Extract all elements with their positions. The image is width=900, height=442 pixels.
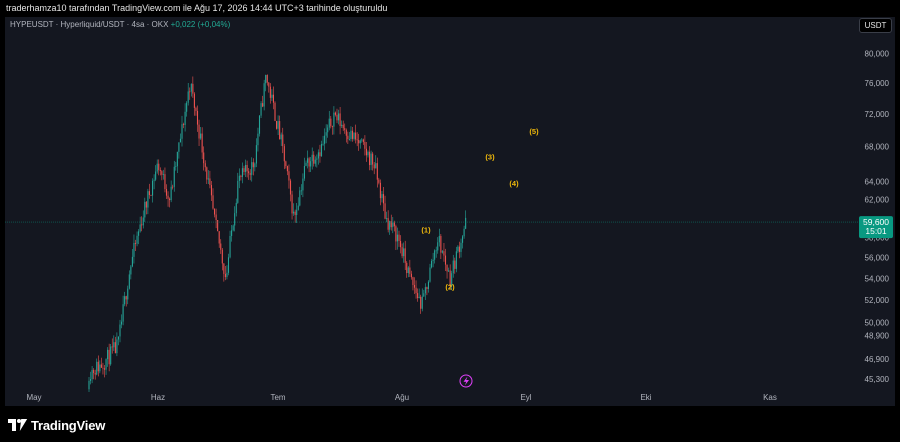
- chart-area[interactable]: [5, 17, 895, 406]
- tradingview-logo-icon: [8, 419, 28, 431]
- symbol-name: HYPEUSDT · Hyperliquid/USDT · 4sa · OKX: [10, 20, 169, 29]
- footer: TradingView: [0, 406, 900, 442]
- symbol-info: HYPEUSDT · Hyperliquid/USDT · 4sa · OKX …: [10, 20, 230, 29]
- chart-caption: traderhamza10 tarafından TradingView.com…: [0, 0, 900, 17]
- tradingview-logo[interactable]: TradingView: [8, 417, 106, 433]
- price-change: +0,022 (+0,04%): [170, 20, 231, 29]
- currency-button[interactable]: USDT: [859, 18, 892, 33]
- brand-name: TradingView: [31, 417, 106, 433]
